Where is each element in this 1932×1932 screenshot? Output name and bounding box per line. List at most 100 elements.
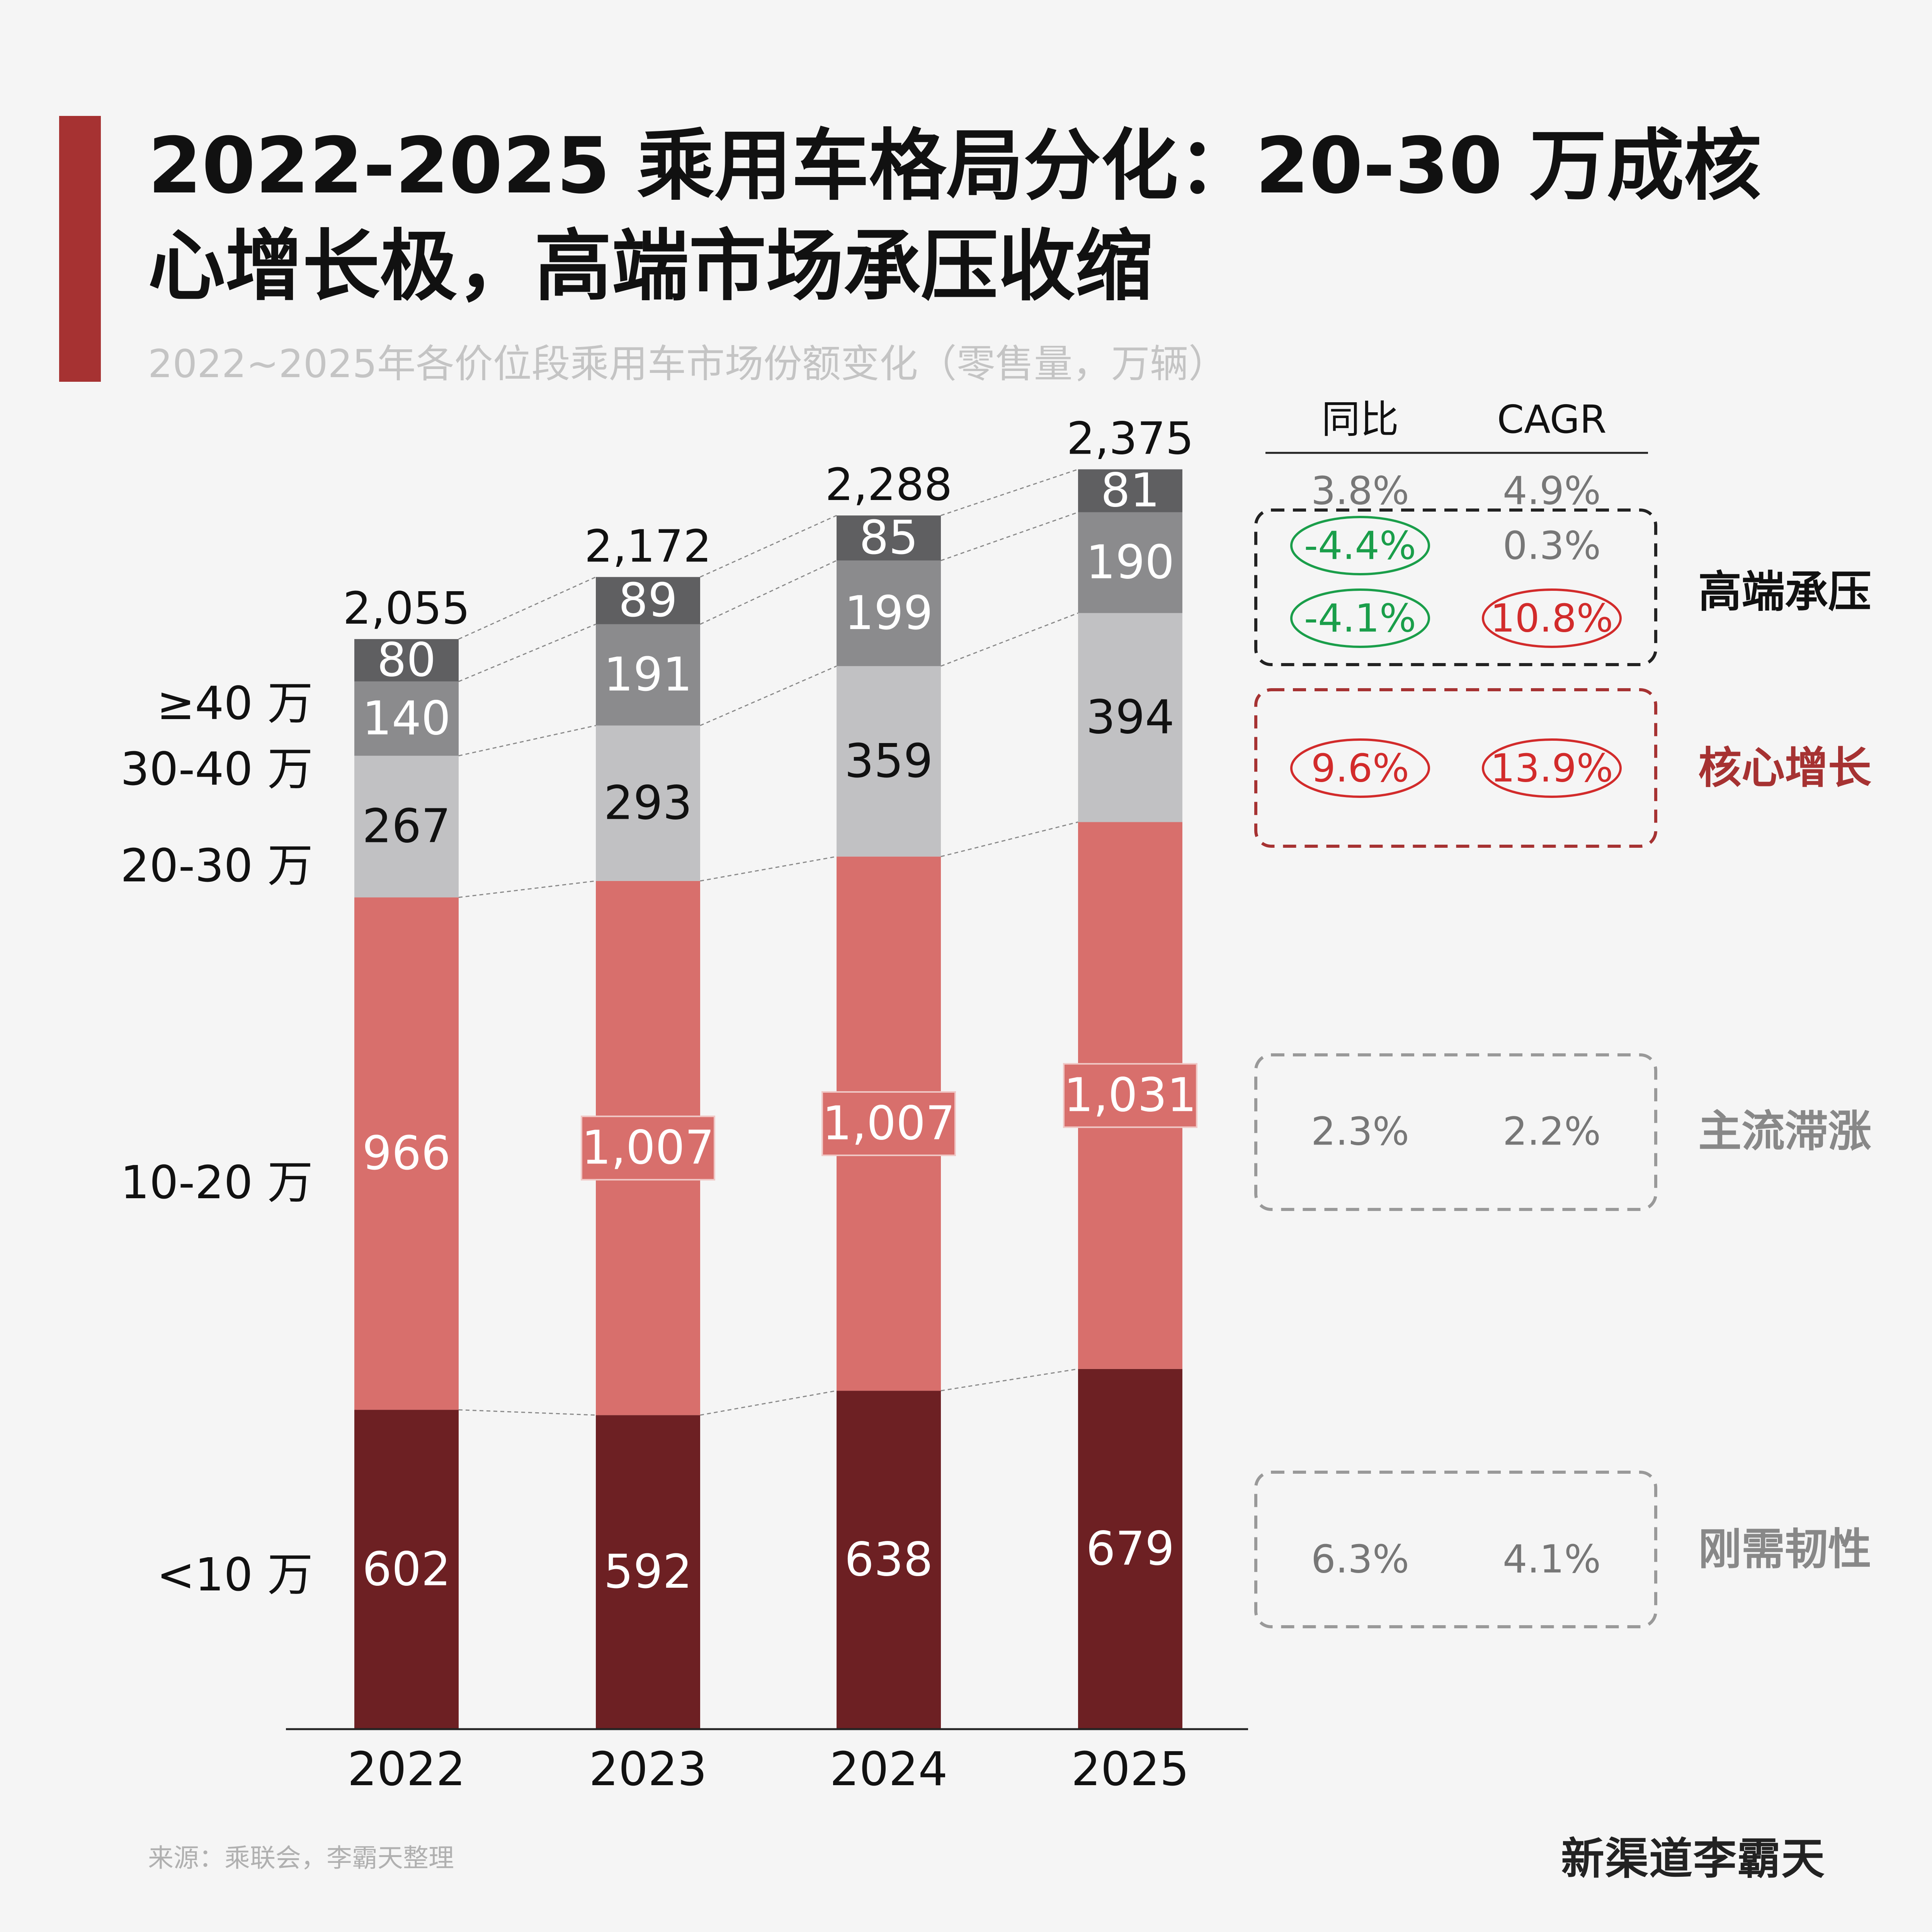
data-label: 1,007	[582, 1121, 714, 1175]
legend-label: 30-40 万	[121, 742, 313, 796]
connector-line	[700, 515, 837, 578]
connector-line	[940, 512, 1078, 561]
highlight-oval	[1290, 738, 1430, 798]
data-label-box	[1063, 1063, 1197, 1128]
data-label: 602	[362, 1543, 451, 1596]
x-tick-label: 2024	[830, 1743, 947, 1796]
group-box	[1254, 688, 1657, 848]
bar-segment-s10_20-2022	[354, 897, 459, 1410]
source-note: 来源：乘联会，李霸天整理	[148, 1843, 454, 1873]
data-label: 81	[1101, 464, 1160, 518]
bar-segment-s30_40-2023	[596, 624, 700, 726]
total-label: 2,288	[825, 459, 952, 511]
connector-line	[458, 624, 596, 682]
legend-label: ≥40 万	[156, 677, 313, 730]
data-label: 359	[844, 735, 933, 788]
total-yoy: 3.8%	[1311, 468, 1409, 514]
highlight-oval	[1290, 516, 1430, 575]
highlight-oval	[1482, 738, 1622, 798]
x-tick-label: 2023	[589, 1743, 707, 1796]
connector-line	[940, 821, 1078, 857]
data-label-box	[821, 1091, 956, 1156]
data-label: 85	[859, 511, 918, 565]
total-cagr: 4.9%	[1503, 468, 1601, 514]
data-label: 1,031	[1064, 1069, 1197, 1122]
bar-segment-s30_40-2022	[354, 681, 459, 756]
yoy-value: 6.3%	[1311, 1537, 1409, 1582]
data-label: 267	[362, 800, 451, 854]
x-tick-label: 2025	[1071, 1743, 1189, 1796]
group-label: 主流滞涨	[1698, 1106, 1871, 1156]
bar-segment-s30_40-2025	[1078, 512, 1182, 613]
yoy-value: 2.3%	[1311, 1109, 1409, 1154]
data-label: 190	[1086, 536, 1174, 590]
total-label: 2,055	[343, 583, 470, 634]
title-accent-bar	[59, 116, 101, 382]
data-label: 679	[1086, 1522, 1174, 1576]
group-label: 刚需韧性	[1698, 1524, 1871, 1575]
cagr-value: 4.1%	[1503, 1537, 1601, 1582]
bar-segment-over40-2023	[596, 577, 700, 624]
connector-line	[458, 725, 596, 757]
rates-header: 同比	[1321, 397, 1399, 442]
bar-segment-under10-2023	[596, 1415, 700, 1729]
chart-subtitle: 2022~2025年各价位段乘用车市场份额变化（零售量，万辆）	[148, 341, 1227, 386]
connector-line	[700, 560, 837, 625]
data-label: 80	[377, 633, 436, 687]
legend-label: 10-20 万	[121, 1156, 313, 1209]
connector-line	[940, 612, 1078, 667]
bar-segment-over40-2024	[837, 515, 941, 561]
highlight-oval	[1290, 588, 1430, 648]
data-label: 1,007	[822, 1097, 955, 1150]
group-label: 高端承压	[1698, 567, 1871, 617]
bar-segment-under10-2025	[1078, 1369, 1182, 1729]
x-tick-label: 2022	[347, 1743, 465, 1796]
bar-segment-s20_30-2022	[354, 755, 459, 898]
data-label-box	[581, 1116, 715, 1181]
bar-segment-over40-2022	[354, 639, 459, 682]
data-label: 293	[604, 776, 692, 830]
brand-logo: 新渠道李霸天	[1561, 1834, 1825, 1884]
bar-segment-under10-2024	[837, 1391, 941, 1729]
page-title: 2022-2025 乘用车格局分化：20-30 万成核心增长极，高端市场承压收缩	[148, 121, 1762, 311]
cagr-value: 0.3%	[1503, 523, 1601, 568]
cagr-value: 2.2%	[1503, 1109, 1601, 1154]
connector-line	[458, 576, 596, 640]
yoy-value: -4.1%	[1304, 596, 1416, 641]
legend-label: 20-30 万	[121, 839, 313, 892]
yoy-value: -4.4%	[1304, 523, 1416, 568]
group-label: 核心增长	[1698, 743, 1871, 793]
group-box	[1254, 1471, 1657, 1628]
bar-segment-under10-2022	[354, 1410, 459, 1729]
bar-segment-s20_30-2024	[837, 666, 941, 857]
group-box	[1254, 1053, 1657, 1211]
data-label: 199	[844, 587, 933, 640]
data-label: 394	[1086, 691, 1174, 745]
highlight-oval	[1482, 588, 1622, 648]
legend-label: <10 万	[156, 1548, 313, 1601]
connector-line	[940, 469, 1078, 516]
data-label: 966	[362, 1127, 451, 1180]
yoy-value: 9.6%	[1311, 746, 1409, 791]
bar-segment-s30_40-2024	[837, 560, 941, 666]
total-label: 2,375	[1066, 413, 1194, 465]
rates-header: CAGR	[1497, 397, 1606, 442]
total-label: 2,172	[584, 520, 711, 572]
connector-line	[458, 1409, 596, 1416]
connector-line	[940, 1368, 1078, 1391]
cagr-value: 13.9%	[1490, 746, 1613, 791]
data-label: 638	[844, 1533, 933, 1587]
group-box	[1254, 509, 1657, 666]
connector-line	[700, 1390, 837, 1416]
bar-segment-over40-2025	[1078, 469, 1182, 512]
data-label: 89	[619, 574, 678, 628]
data-label: 592	[604, 1545, 692, 1599]
connector-line	[700, 665, 837, 726]
cagr-value: 10.8%	[1490, 596, 1613, 641]
bar-segment-s20_30-2025	[1078, 613, 1182, 822]
data-label: 140	[362, 692, 451, 745]
connector-line	[458, 880, 596, 898]
bar-segment-s20_30-2023	[596, 725, 700, 881]
connector-line	[700, 856, 837, 882]
